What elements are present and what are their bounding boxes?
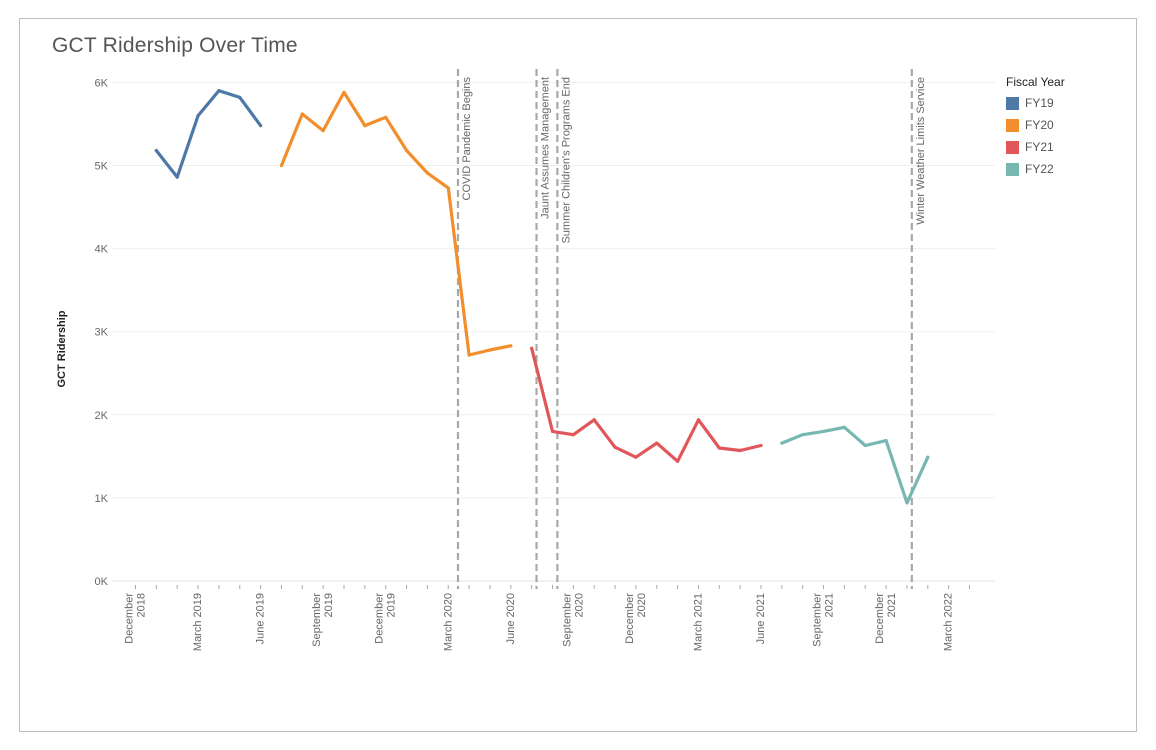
- y-tick-label: 3K: [95, 327, 109, 339]
- line-chart: 0K 1K 2K 3K 4K 5K 6K GCT Ridership December2018 M…: [56, 69, 995, 651]
- chart-frame: GCT Ridership Over Time 0K 1K 2K 3K 4K 5K 6K GC…: [19, 18, 1137, 732]
- data-point-fy21: [571, 433, 575, 437]
- x-tick-label: March 2022: [943, 593, 955, 651]
- annotation-label: COVID Pandemic Begins: [461, 77, 473, 201]
- data-point-fy22: [863, 443, 867, 448]
- data-point-fy21: [738, 448, 742, 453]
- x-tick-label: December2021: [874, 593, 898, 644]
- data-point-fy19: [217, 89, 221, 93]
- data-point-fy19: [238, 95, 242, 99]
- y-tick-label: 1K: [95, 493, 109, 505]
- data-point-fy19: [196, 114, 200, 118]
- data-point-fy22: [780, 441, 784, 445]
- data-point-fy21: [717, 446, 721, 450]
- data-point-fy22: [905, 501, 909, 505]
- data-point-fy20: [509, 344, 513, 348]
- x-tick-label: December2018: [124, 593, 148, 644]
- y-tick-label: 5K: [95, 161, 109, 173]
- legend-swatch-fy19: [1006, 96, 1019, 110]
- data-point-fy21: [634, 455, 638, 459]
- data-point-fy20: [363, 124, 367, 128]
- y-axis-title: GCT Ridership: [56, 310, 68, 387]
- y-tick-label: 4K: [95, 244, 109, 256]
- legend-swatch-fy22: [1006, 162, 1019, 176]
- x-tick-label: June 2021: [755, 593, 767, 644]
- data-point-fy21: [550, 429, 555, 434]
- legend-swatch-fy20: [1006, 118, 1019, 132]
- x-tick-label: March 2021: [692, 593, 704, 651]
- x-tick-label: June 2020: [505, 593, 517, 644]
- data-point-fy22: [821, 429, 826, 434]
- data-point-fy19: [175, 175, 179, 179]
- data-point-fy20: [404, 148, 409, 153]
- series-line-fy19: [154, 89, 263, 179]
- annotation-label: Jaunt Assumes Management: [540, 77, 552, 219]
- legend-label-fy19: FY19: [1025, 96, 1054, 110]
- annotation-label: Winter Weather Limits Service: [915, 77, 927, 225]
- data-point-fy20: [321, 128, 325, 133]
- legend: Fiscal Year FY19 FY20 FY21 FY22: [1006, 75, 1065, 180]
- legend-label-fy21: FY21: [1025, 140, 1054, 154]
- data-point-fy21: [759, 443, 763, 448]
- data-point-fy21: [592, 418, 596, 422]
- x-tick-label: September2021: [812, 593, 836, 647]
- y-tick-label: 2K: [95, 410, 109, 422]
- legend-item-fy22: FY22: [1006, 158, 1065, 180]
- series-line-fy22: [780, 425, 930, 505]
- legend-swatch-fy21: [1006, 140, 1019, 154]
- x-tick-label: June 2019: [255, 593, 267, 644]
- data-point-fy20: [384, 115, 388, 119]
- data-point-fy20: [488, 348, 492, 352]
- data-point-fy21: [696, 418, 701, 422]
- data-point-fy20: [425, 171, 429, 175]
- x-tick-label: September2020: [561, 593, 585, 647]
- data-point-fy20: [467, 353, 471, 357]
- data-point-fy21: [530, 346, 534, 350]
- data-point-fy21: [613, 445, 617, 449]
- x-tick-label: December2019: [374, 593, 398, 644]
- legend-item-fy21: FY21: [1006, 136, 1065, 158]
- data-point-fy21: [655, 441, 659, 445]
- data-point-fy20: [279, 163, 284, 168]
- data-point-fy20: [342, 90, 346, 94]
- legend-label-fy20: FY20: [1025, 118, 1054, 132]
- data-point-fy22: [884, 438, 888, 443]
- y-tick-label: 0K: [95, 576, 109, 588]
- x-tick-label: March 2020: [442, 593, 454, 651]
- data-point-fy22: [801, 433, 805, 437]
- data-point-fy22: [842, 425, 847, 429]
- legend-title: Fiscal Year: [1006, 75, 1065, 89]
- y-tick-label: 6K: [95, 77, 109, 89]
- annotation-label: Summer Children's Programs End: [560, 77, 572, 244]
- x-tick-label: March 2019: [192, 593, 204, 651]
- x-tick-label: September2019: [311, 593, 335, 647]
- data-point-fy20: [446, 186, 450, 190]
- chart-title: GCT Ridership Over Time: [52, 34, 298, 57]
- legend-item-fy19: FY19: [1006, 92, 1065, 114]
- data-point-fy20: [300, 112, 304, 116]
- data-point-fy19: [259, 124, 263, 128]
- legend-label-fy22: FY22: [1025, 162, 1054, 176]
- legend-item-fy20: FY20: [1006, 114, 1065, 136]
- data-point-fy22: [926, 455, 930, 459]
- series-line-fy20: [279, 90, 513, 357]
- data-point-fy21: [676, 459, 680, 463]
- data-point-fy19: [154, 148, 158, 153]
- x-tick-label: December2020: [624, 593, 648, 644]
- series-line-fy21: [530, 346, 763, 463]
